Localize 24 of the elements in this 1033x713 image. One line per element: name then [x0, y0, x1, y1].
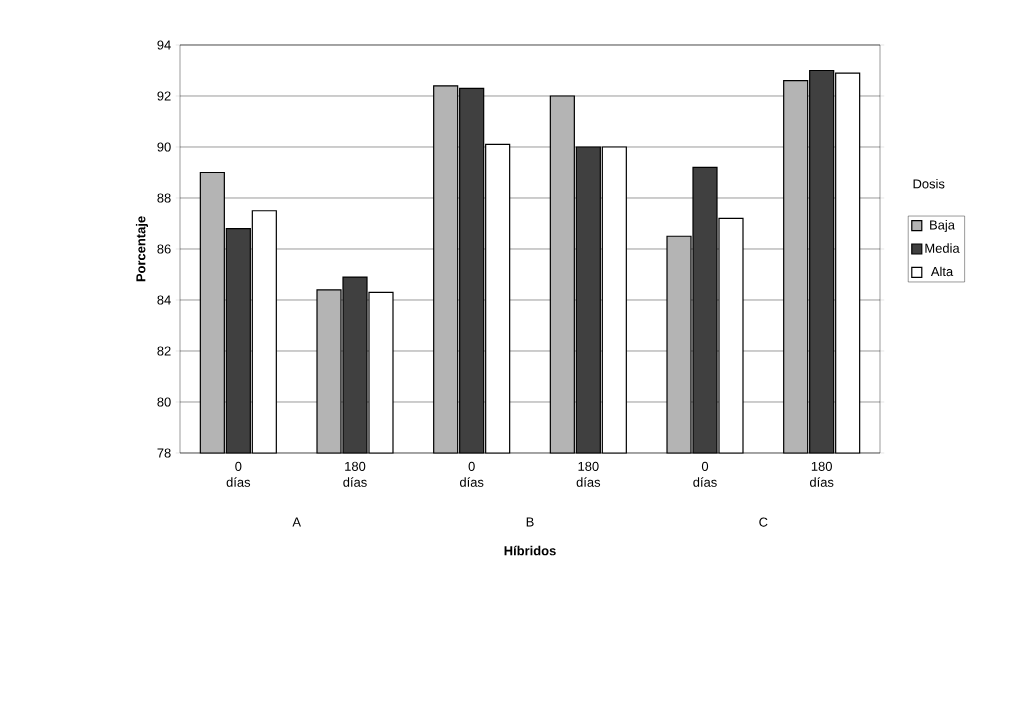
x-tick-label: 0 días: [693, 461, 717, 487]
y-tick-label: 80: [157, 397, 171, 407]
x-tick-label: 0 días: [459, 461, 484, 487]
text: C: [759, 517, 768, 527]
x-tick-label: 0 días: [226, 461, 251, 487]
y-tick-label: 82: [157, 346, 171, 356]
y-axis-title: Porcentaje: [135, 216, 148, 282]
x-tick-label: 180 días: [576, 461, 601, 487]
legend-label: Baja: [930, 220, 955, 233]
y-tick-label: 94: [157, 40, 171, 50]
x-axis-title: Híbridos: [504, 545, 556, 556]
y-tick-label: 84: [157, 295, 171, 305]
y-tick-label: 78: [157, 448, 171, 458]
x-tick-label: 180 días: [343, 461, 367, 487]
text: A: [292, 517, 301, 527]
legend-label: Media: [925, 243, 960, 253]
y-tick-label: 90: [157, 142, 171, 152]
x-tick-label: 180 días: [809, 461, 834, 487]
y-tick-label: 86: [157, 244, 171, 254]
legend-label: Alta: [930, 266, 954, 277]
y-tick-label: 88: [157, 193, 171, 203]
legend-title: Dosis: [913, 178, 945, 189]
text: B: [526, 517, 534, 527]
y-tick-label: 92: [157, 91, 171, 101]
